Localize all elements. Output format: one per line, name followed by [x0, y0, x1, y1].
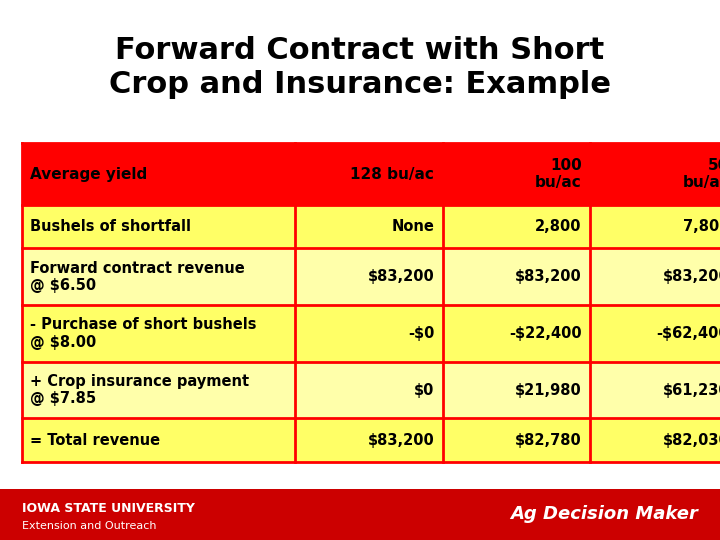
Text: $83,200: $83,200 [367, 269, 434, 284]
Text: IOWA STATE UNIVERSITY: IOWA STATE UNIVERSITY [22, 502, 194, 515]
Text: - Purchase of short bushels
@ $8.00: - Purchase of short bushels @ $8.00 [30, 317, 257, 350]
Bar [0, 489, 720, 540]
Text: 50
bu/ac: 50 bu/ac [683, 158, 720, 190]
Text: $83,200: $83,200 [662, 269, 720, 284]
Text: Average yield: Average yield [30, 167, 148, 181]
Bar [22, 418, 720, 462]
Text: $83,200: $83,200 [367, 433, 434, 448]
Text: -$22,400: -$22,400 [509, 326, 582, 341]
Text: 128 bu/ac: 128 bu/ac [351, 167, 434, 181]
Text: $21,980: $21,980 [515, 383, 582, 397]
Text: Forward Contract with Short
Crop and Insurance: Example: Forward Contract with Short Crop and Ins… [109, 36, 611, 99]
Bar [22, 362, 720, 418]
Text: Forward contract revenue
@ $6.50: Forward contract revenue @ $6.50 [30, 261, 245, 293]
Text: $82,780: $82,780 [515, 433, 582, 448]
Text: + Crop insurance payment
@ $7.85: + Crop insurance payment @ $7.85 [30, 374, 249, 406]
Text: $82,030: $82,030 [662, 433, 720, 448]
Text: 7,800: 7,800 [683, 219, 720, 234]
Text: Ag Decision Maker: Ag Decision Maker [510, 505, 698, 523]
Text: = Total revenue: = Total revenue [30, 433, 161, 448]
Text: $61,230: $61,230 [662, 383, 720, 397]
Bar [22, 305, 720, 362]
Text: $0: $0 [414, 383, 434, 397]
Text: $83,200: $83,200 [515, 269, 582, 284]
Text: Extension and Outreach: Extension and Outreach [22, 521, 156, 531]
Text: 100
bu/ac: 100 bu/ac [535, 158, 582, 190]
Bar [22, 205, 720, 248]
Text: 2,800: 2,800 [535, 219, 582, 234]
Text: Bushels of shortfall: Bushels of shortfall [30, 219, 192, 234]
Text: -$0: -$0 [408, 326, 434, 341]
Text: None: None [391, 219, 434, 234]
Text: -$62,400: -$62,400 [657, 326, 720, 341]
Bar [22, 143, 720, 205]
Bar [22, 248, 720, 305]
